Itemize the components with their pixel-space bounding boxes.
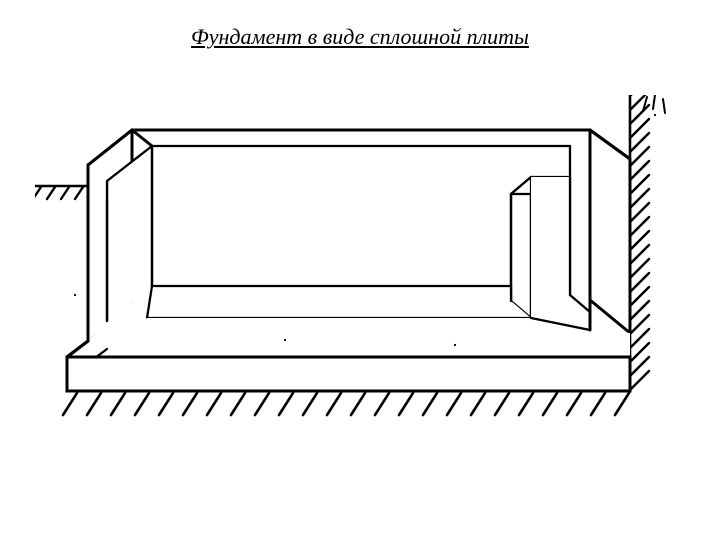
wall-right-outer-top (590, 130, 630, 333)
ground-hatch-left (35, 186, 88, 199)
slab-top (67, 318, 630, 361)
structure (67, 130, 630, 391)
ground-tuft-icon (643, 95, 665, 113)
ground-hatch-right (631, 95, 649, 389)
slab-front-face (67, 357, 630, 391)
wall-right-front-face (570, 130, 590, 312)
foundation-diagram (35, 95, 685, 500)
wall-partition-left-face (511, 177, 531, 318)
diagram-title: Фундамент в виде сплошной плиты (0, 24, 720, 50)
wall-left-cut-face (88, 165, 107, 341)
ground-hatch-front (63, 393, 629, 415)
